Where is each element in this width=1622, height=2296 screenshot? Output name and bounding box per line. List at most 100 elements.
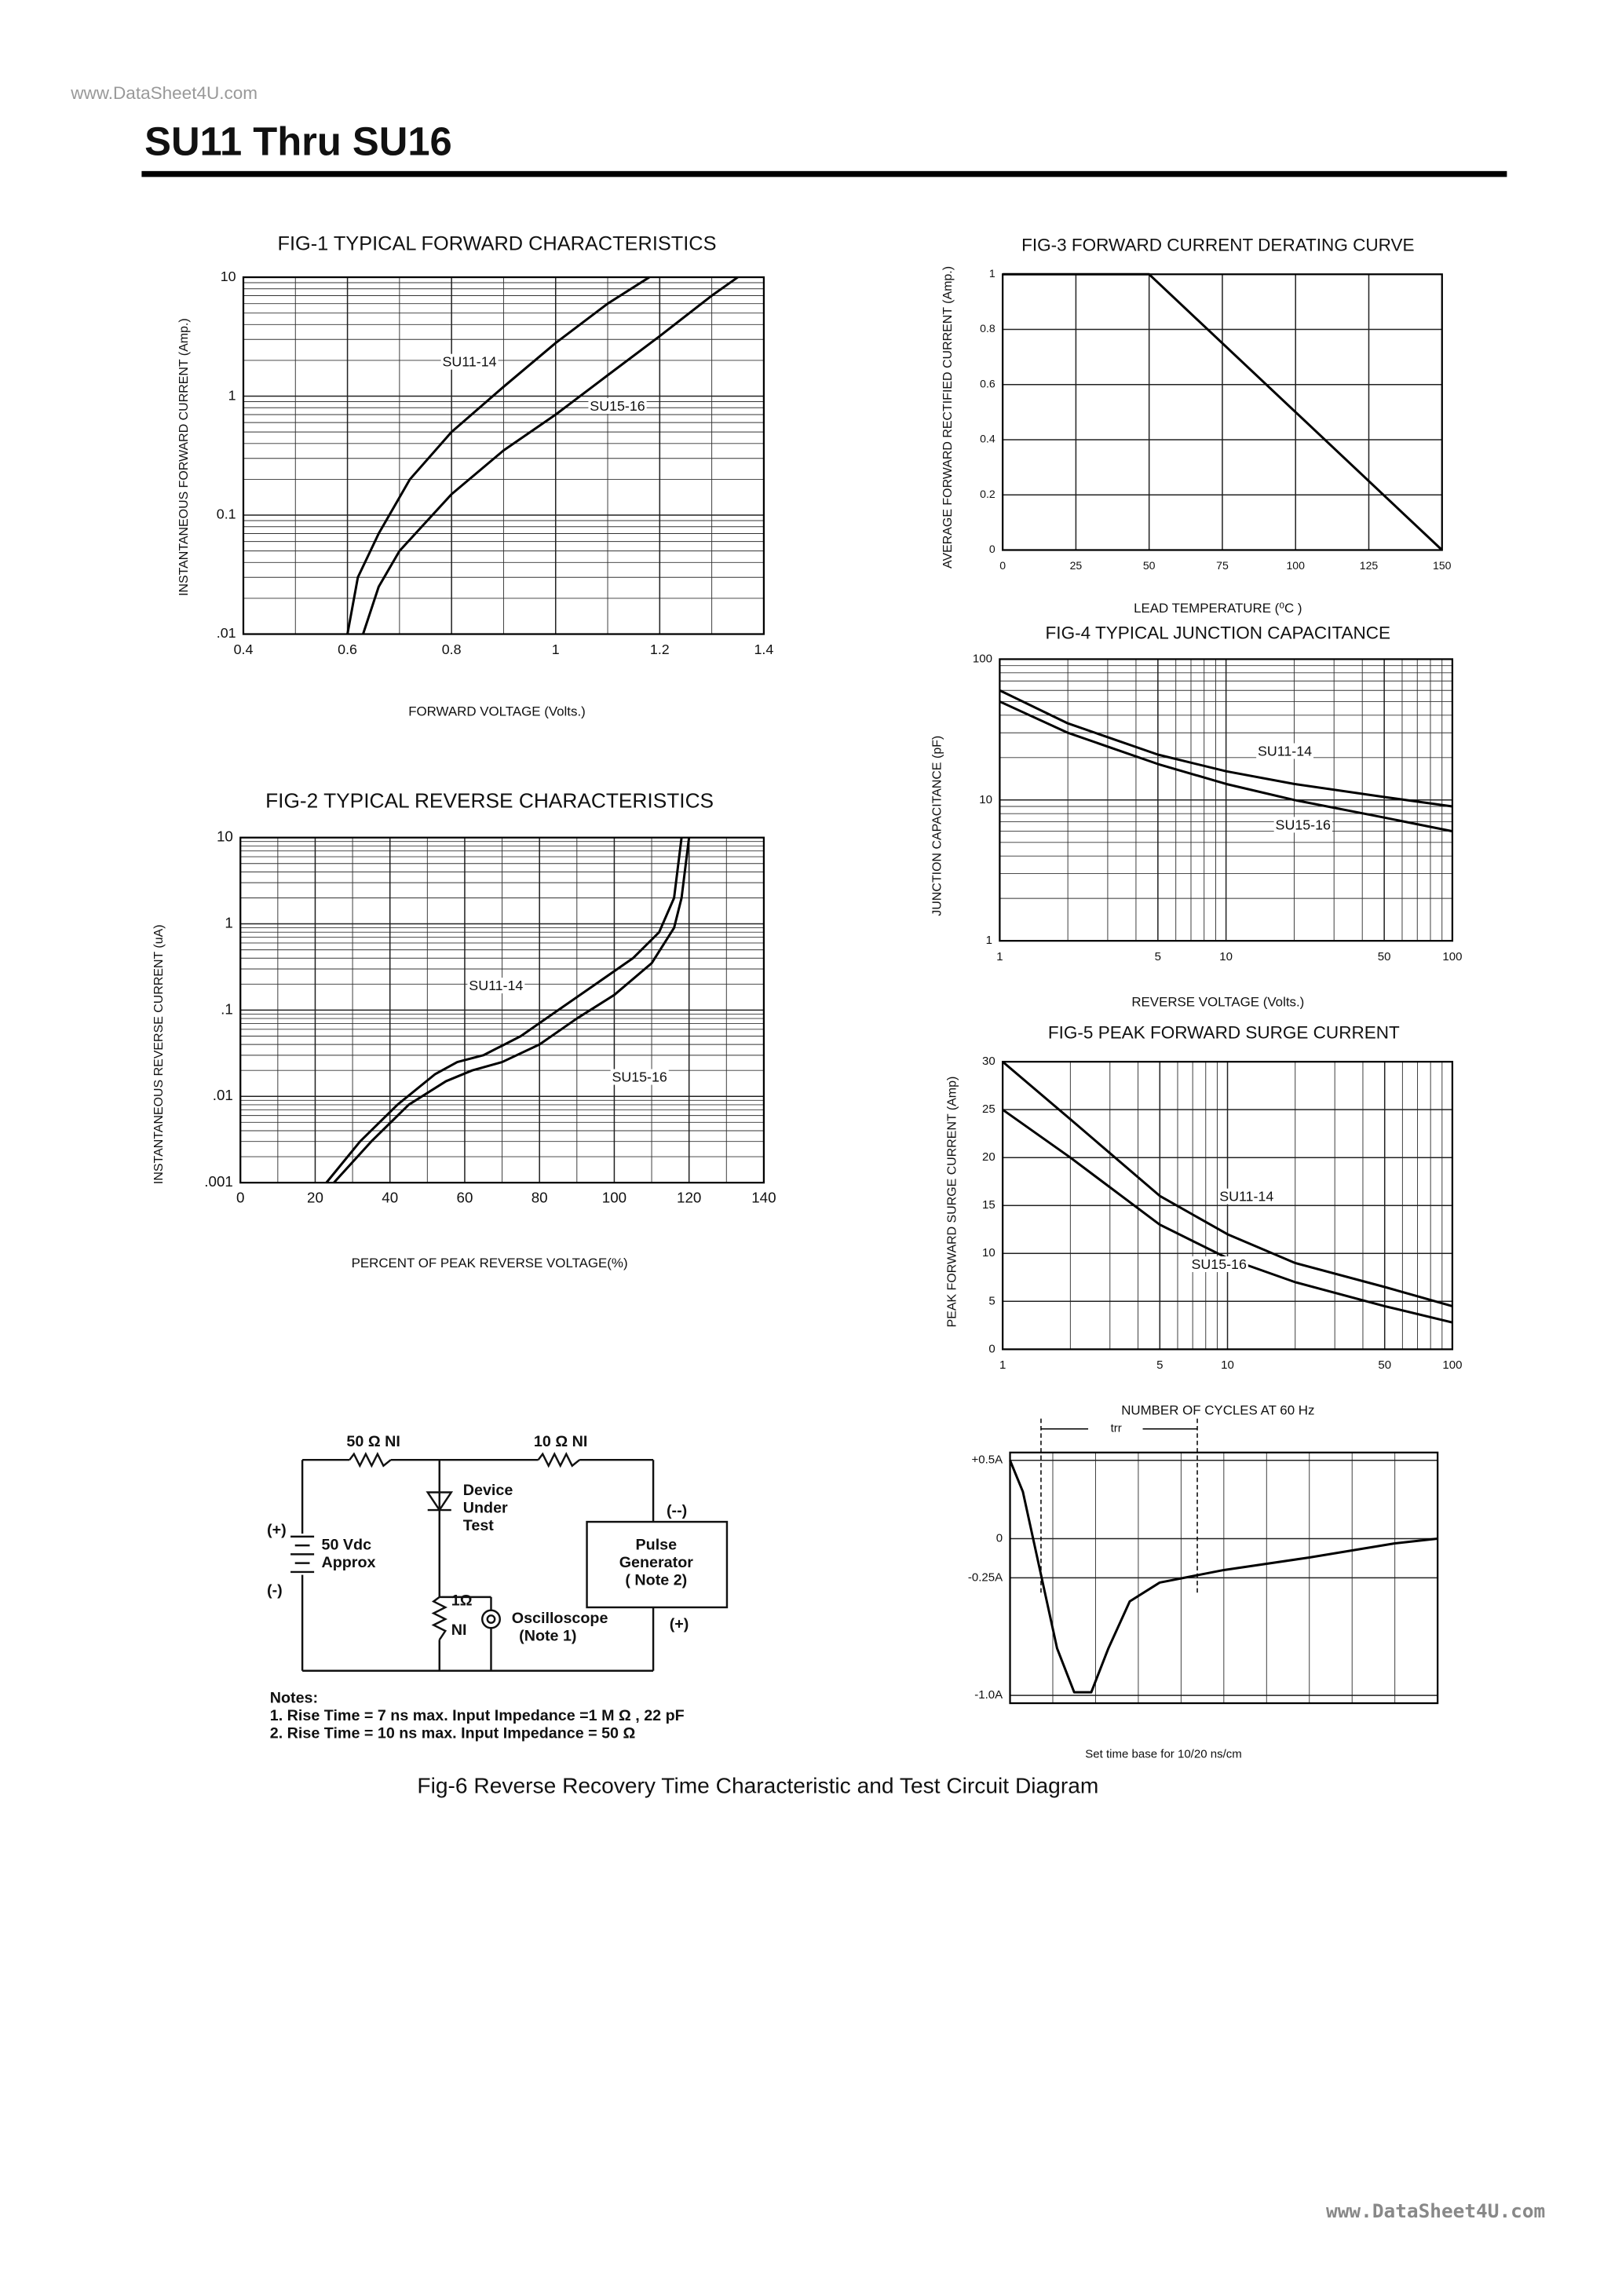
x-tick-label: 1.4 — [754, 642, 774, 657]
label-background — [588, 398, 647, 415]
series-line — [1009, 1460, 1438, 1694]
chart-title: FIG-1 TYPICAL FORWARD CHARACTERISTICS — [277, 232, 716, 254]
series-line — [1002, 1060, 1453, 1307]
generator-label: Generator — [619, 1554, 693, 1571]
y-tick-label: 0 — [988, 1342, 995, 1355]
oscilloscope-label: Oscilloscope — [512, 1610, 608, 1627]
resistor — [349, 1451, 392, 1468]
x-tick-label: 100 — [1442, 1358, 1462, 1372]
y-tick-label: .01 — [213, 1087, 233, 1103]
device-label: Device — [463, 1482, 513, 1499]
annotation: trr — [1111, 1422, 1122, 1435]
x-tick-label: 0.8 — [442, 642, 462, 657]
series-line — [362, 276, 739, 634]
watermark: www.DataSheet4U.com — [1326, 2199, 1545, 2222]
x-tick-label: 5 — [1155, 950, 1161, 963]
series-label: SU15-16 — [612, 1069, 667, 1085]
x-tick-label: 125 — [1360, 559, 1379, 572]
chart-note: Set time base for 10/20 ns/cm — [1085, 1748, 1241, 1761]
y-tick-label: .01 — [217, 625, 236, 641]
diode — [426, 1491, 454, 1512]
x-tick-label: 50 — [1378, 1358, 1391, 1372]
x-tick-label: 100 — [602, 1190, 627, 1206]
x-tick-label: 40 — [382, 1190, 398, 1206]
y-tick-label: 0.6 — [980, 377, 995, 389]
plot-frame — [239, 836, 765, 1184]
series-label: SU11-14 — [1258, 743, 1312, 759]
generator-label: ( Note 2) — [625, 1571, 687, 1589]
label-background — [1218, 1188, 1276, 1205]
device-label: Test — [463, 1517, 494, 1534]
x-tick-label: 1.2 — [650, 642, 670, 657]
y-tick-label: 0.8 — [980, 322, 995, 335]
resistor — [537, 1451, 580, 1468]
oscilloscope — [486, 1614, 496, 1624]
y-axis-label: AVERAGE FORWARD RECTIFIED CURRENT (Amp.) — [941, 266, 955, 569]
title-rule — [141, 170, 1507, 177]
label-background — [1256, 743, 1314, 759]
series-label: SU15-16 — [1192, 1256, 1247, 1272]
y-tick-label: 0.1 — [217, 506, 236, 522]
label-background — [1189, 1256, 1248, 1273]
note: 1. Rise Time = 7 ns max. Input Impedance… — [270, 1707, 685, 1724]
series-line — [325, 837, 683, 1184]
x-tick-label: 75 — [1216, 559, 1229, 572]
x-tick-label: 150 — [1433, 559, 1452, 572]
x-axis-label: PERCENT OF PEAK REVERSE VOLTAGE(%) — [352, 1256, 628, 1270]
chart-title: FIG-3 FORWARD CURRENT DERATING CURVE — [1021, 236, 1414, 255]
plot-frame — [1002, 273, 1443, 551]
series-line — [1003, 272, 1443, 551]
resistor-label: 50 Ω NI — [346, 1433, 400, 1450]
label-background — [610, 1069, 669, 1085]
resistor-label: 1Ω — [451, 1592, 473, 1610]
oscilloscope — [480, 1609, 501, 1629]
plot-frame — [242, 276, 765, 635]
y-tick-label: 1 — [989, 267, 995, 280]
y-tick-label: 10 — [221, 269, 236, 284]
series-label: SU11-14 — [469, 978, 523, 993]
x-tick-label: 100 — [1442, 950, 1462, 963]
x-tick-label: 60 — [457, 1190, 473, 1206]
y-tick-label: .1 — [221, 1000, 233, 1017]
chart-title: FIG-4 TYPICAL JUNCTION CAPACITANCE — [1046, 623, 1391, 642]
y-tick-label: 10 — [979, 793, 992, 806]
series-line — [999, 700, 1453, 833]
caption: Fig-6 Reverse Recovery Time Characterist… — [417, 1774, 1098, 1798]
x-tick-label: 0 — [999, 559, 1006, 572]
watermark: www.DataSheet4U.com — [70, 83, 258, 103]
y-axis-label: INSTANTANEOUS FORWARD CURRENT (Amp.) — [177, 318, 191, 596]
y-axis-label: PEAK FORWARD SURGE CURRENT (Amp) — [946, 1077, 959, 1328]
x-tick-label: 25 — [1070, 559, 1083, 572]
y-tick-label: 100 — [973, 652, 992, 665]
x-tick-label: 10 — [1221, 1358, 1234, 1372]
x-axis-label: NUMBER OF CYCLES AT 60 Hz — [1121, 1403, 1314, 1418]
y-tick-label: 0 — [989, 543, 995, 555]
y-tick-label: 30 — [982, 1055, 995, 1068]
x-tick-label: 10 — [1219, 950, 1233, 963]
x-axis-label: FORWARD VOLTAGE (Volts.) — [408, 704, 586, 719]
polarity-label: (--) — [667, 1502, 687, 1519]
x-tick-label: 0.6 — [338, 642, 357, 657]
generator-label: Pulse — [636, 1536, 678, 1553]
y-tick-label: 10 — [217, 828, 233, 845]
y-tick-label: 15 — [982, 1198, 995, 1212]
plot-frame — [999, 658, 1454, 942]
x-axis-label: LEAD TEMPERATURE (⁰C ) — [1134, 601, 1302, 616]
y-tick-label: 5 — [988, 1294, 995, 1307]
page-title: SU11 Thru SU16 — [144, 119, 452, 163]
battery-label: Approx — [322, 1554, 376, 1571]
resistor — [431, 1596, 448, 1640]
x-tick-label: 50 — [1378, 950, 1391, 963]
y-axis-label: INSTANTANEOUS REVERSE CURRENT (uA) — [152, 924, 166, 1184]
y-tick-label: 25 — [982, 1102, 995, 1116]
x-tick-label: 1 — [552, 642, 560, 657]
x-tick-label: 140 — [751, 1190, 776, 1206]
y-tick-label: 20 — [982, 1150, 995, 1164]
y-tick-label: 0.4 — [980, 433, 995, 445]
series-label: SU11-14 — [1219, 1189, 1273, 1205]
x-tick-label: 100 — [1286, 559, 1305, 572]
label-background — [440, 353, 499, 370]
x-tick-label: 5 — [1156, 1358, 1163, 1372]
x-tick-label: 50 — [1143, 559, 1156, 572]
